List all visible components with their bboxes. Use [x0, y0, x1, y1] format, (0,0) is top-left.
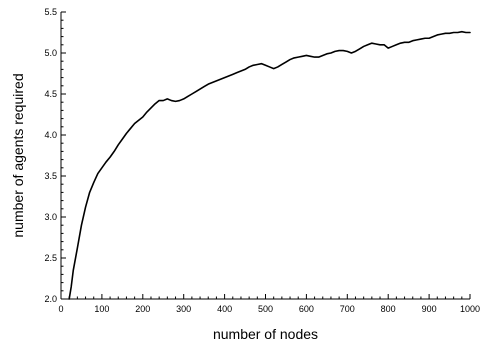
y-tick-label: 3.0	[44, 212, 57, 222]
x-tick-label: 0	[58, 304, 63, 314]
x-tick-label: 600	[299, 304, 314, 314]
x-axis-label: number of nodes	[213, 326, 318, 342]
x-axis: 0 100 200 300 400 500 600 700 800 900 1000	[58, 294, 480, 314]
y-tick-label: 5.5	[44, 7, 57, 17]
y-tick-label: 2.0	[44, 294, 57, 304]
x-tick-label: 100	[94, 304, 109, 314]
y-tick-label: 4.0	[44, 130, 57, 140]
series-line	[68, 30, 471, 300]
x-tick-label: 500	[258, 304, 273, 314]
plot-area	[68, 30, 471, 300]
y-tick-label: 5.0	[44, 48, 57, 58]
x-tick-label: 1000	[460, 304, 480, 314]
x-tick-label: 900	[422, 304, 437, 314]
y-axis-label: number of agents required	[10, 73, 26, 237]
y-tick-label: 4.5	[44, 89, 57, 99]
y-tick-label: 2.5	[44, 253, 57, 263]
y-axis: 2.0 2.5 3.0 3.5 4.0 4.5 5.0 5.5	[44, 7, 66, 304]
x-tick-label: 800	[381, 304, 396, 314]
y-tick-label: 3.5	[44, 171, 57, 181]
x-tick-label: 400	[217, 304, 232, 314]
x-tick-label: 300	[176, 304, 191, 314]
x-tick-label: 200	[135, 304, 150, 314]
x-tick-label: 700	[340, 304, 355, 314]
